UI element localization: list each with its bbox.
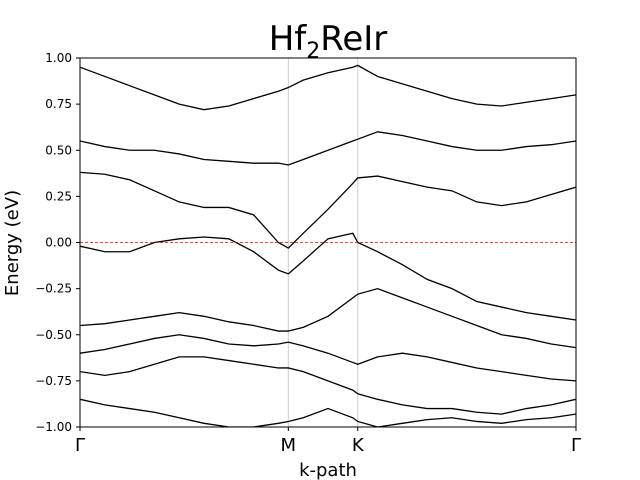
y-tick-label: −0.50 (35, 328, 72, 342)
band-line-3 (80, 287, 576, 349)
x-tick-label: Γ (571, 435, 581, 456)
y-tick-label: 0.75 (45, 97, 72, 111)
chart-title-subscript: 2 (306, 39, 320, 64)
x-axis-label: k-path (299, 460, 357, 480)
chart-title: Hf2ReIr (269, 19, 388, 64)
y-tick-label: 1.00 (45, 51, 72, 65)
x-tick-label: Γ (75, 435, 85, 456)
chart-title-main: Hf (269, 19, 308, 59)
y-axis-label: Energy (eV) (2, 190, 23, 296)
y-tick-label: 0.00 (45, 236, 72, 250)
band-line-2 (80, 131, 576, 166)
band-line-1 (80, 232, 576, 321)
band-line-4 (80, 334, 576, 382)
x-tick-label: K (352, 435, 365, 456)
chart-title-rest: ReIr (320, 19, 387, 59)
y-tick-label: 0.50 (45, 143, 72, 157)
band-line-0 (80, 171, 576, 249)
y-tick-label: −1.00 (35, 420, 72, 434)
plot-area: −1.00 −0.75 −0.50 −0.25 0.00 0.25 0.50 0.75 1.00… (35, 51, 581, 456)
band-line-5 (80, 356, 576, 415)
y-tick-label: 0.25 (45, 189, 72, 203)
band-line-7 (80, 398, 576, 427)
band-line-6 (80, 64, 576, 111)
y-tick-label: −0.75 (35, 374, 72, 388)
y-tick-label: −0.25 (35, 282, 72, 296)
bands (80, 64, 576, 427)
x-tick-label: M (281, 435, 297, 456)
